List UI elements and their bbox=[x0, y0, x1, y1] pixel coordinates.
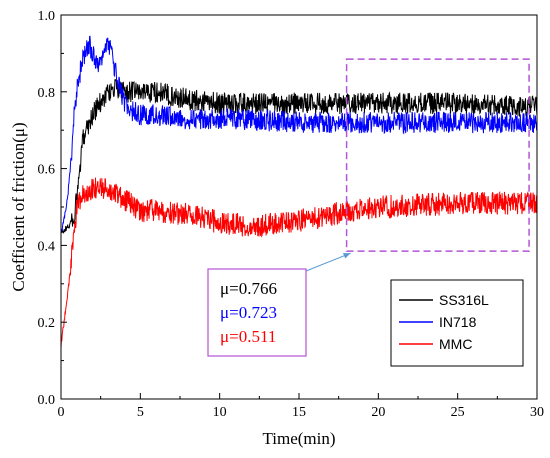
x-tick-label: 30 bbox=[530, 405, 544, 420]
legend-label: IN718 bbox=[439, 314, 477, 330]
x-tick-label: 10 bbox=[213, 405, 227, 420]
annotation-pointer bbox=[305, 252, 351, 272]
mu-annotation-box: μ=0.766 μ=0.723 μ=0.511 bbox=[207, 268, 307, 357]
x-axis: 0 5 10 15 20 25 30 bbox=[58, 393, 544, 420]
series-lines bbox=[60, 35, 538, 349]
x-tick-label: 15 bbox=[292, 405, 306, 420]
y-tick-label: 1.0 bbox=[38, 9, 56, 24]
y-tick-label: 0.8 bbox=[38, 86, 56, 101]
y-tick-label: 0.0 bbox=[38, 393, 56, 408]
legend-frame bbox=[390, 279, 524, 367]
mu-value-label: μ=0.511 bbox=[220, 327, 276, 346]
mu-box-frame bbox=[207, 268, 307, 357]
x-tick-label: 25 bbox=[451, 405, 465, 420]
y-axis-title: Coefficient of friction(μ) bbox=[9, 122, 28, 291]
legend: SS316L IN718 MMC bbox=[390, 279, 524, 367]
mu-value-label: μ=0.723 bbox=[220, 303, 277, 322]
annotation-arrowhead bbox=[343, 253, 351, 259]
series-line-in718 bbox=[60, 35, 538, 233]
series-line-mmc bbox=[60, 177, 538, 349]
y-tick-label: 0.6 bbox=[38, 163, 56, 178]
highlight-box bbox=[345, 58, 530, 252]
y-tick-label: 0.2 bbox=[38, 316, 56, 331]
legend-label: SS316L bbox=[439, 292, 489, 308]
x-tick-label: 0 bbox=[58, 405, 65, 420]
x-axis-title: Time(min) bbox=[262, 429, 335, 448]
y-tick-label: 0.4 bbox=[38, 239, 56, 254]
x-tick-label: 5 bbox=[137, 405, 144, 420]
x-tick-label: 20 bbox=[371, 405, 385, 420]
mu-value-label: μ=0.766 bbox=[220, 279, 277, 298]
series-line-ss316l bbox=[60, 78, 538, 234]
legend-label: MMC bbox=[439, 336, 472, 352]
y-axis: 0.0 0.2 0.4 0.6 0.8 1.0 bbox=[38, 9, 67, 408]
